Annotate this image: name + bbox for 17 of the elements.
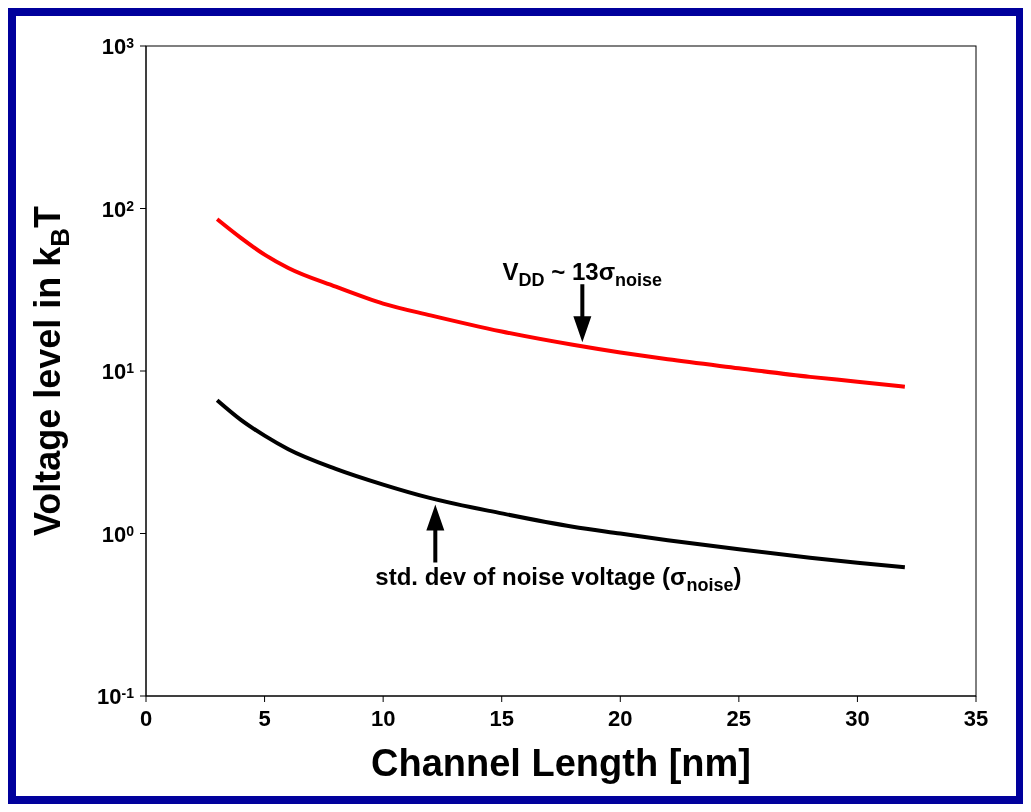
line-series — [215, 217, 907, 389]
x-tick-label: 15 — [489, 706, 514, 731]
x-tick-label: 20 — [608, 706, 633, 731]
y-tick-label: 10$^{-1}$ — [97, 684, 135, 709]
x-tick-label: 30 — [845, 706, 870, 731]
y-tick-label: 10$^{3}$ — [101, 34, 135, 59]
annotation: V$_{DD}$ ~ 13σ$_{noise}$ — [502, 258, 663, 291]
x-tick-label: 10 — [370, 706, 396, 731]
y-tick-label: 10$^{1}$ — [101, 359, 135, 384]
y-tick-label: 10$^{2}$ — [101, 196, 135, 222]
x-tick-label: 35 — [963, 706, 989, 731]
annotation: std. dev of noise voltage (σ$_{noise}$) — [375, 562, 742, 595]
y-tick-label: 10$^{0}$ — [101, 521, 135, 547]
x-tick-label: 25 — [726, 706, 752, 731]
x-tick-label: 5 — [258, 706, 271, 731]
x-axis-title: Channel Length [nm] — [371, 742, 751, 784]
x-tick-label: 0 — [139, 706, 153, 731]
